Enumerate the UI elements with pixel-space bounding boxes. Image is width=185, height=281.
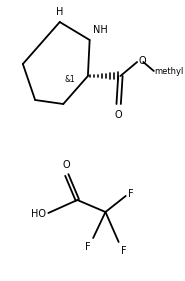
Text: F: F bbox=[128, 189, 134, 199]
Text: F: F bbox=[121, 246, 127, 256]
Text: NH: NH bbox=[93, 25, 108, 35]
Text: &1: &1 bbox=[65, 76, 76, 85]
Text: O: O bbox=[62, 160, 70, 170]
Text: O: O bbox=[115, 110, 122, 120]
Text: H: H bbox=[56, 7, 63, 17]
Text: HO: HO bbox=[31, 209, 46, 219]
Text: O: O bbox=[139, 56, 147, 66]
Text: F: F bbox=[85, 242, 90, 252]
Text: methyl: methyl bbox=[155, 67, 184, 76]
